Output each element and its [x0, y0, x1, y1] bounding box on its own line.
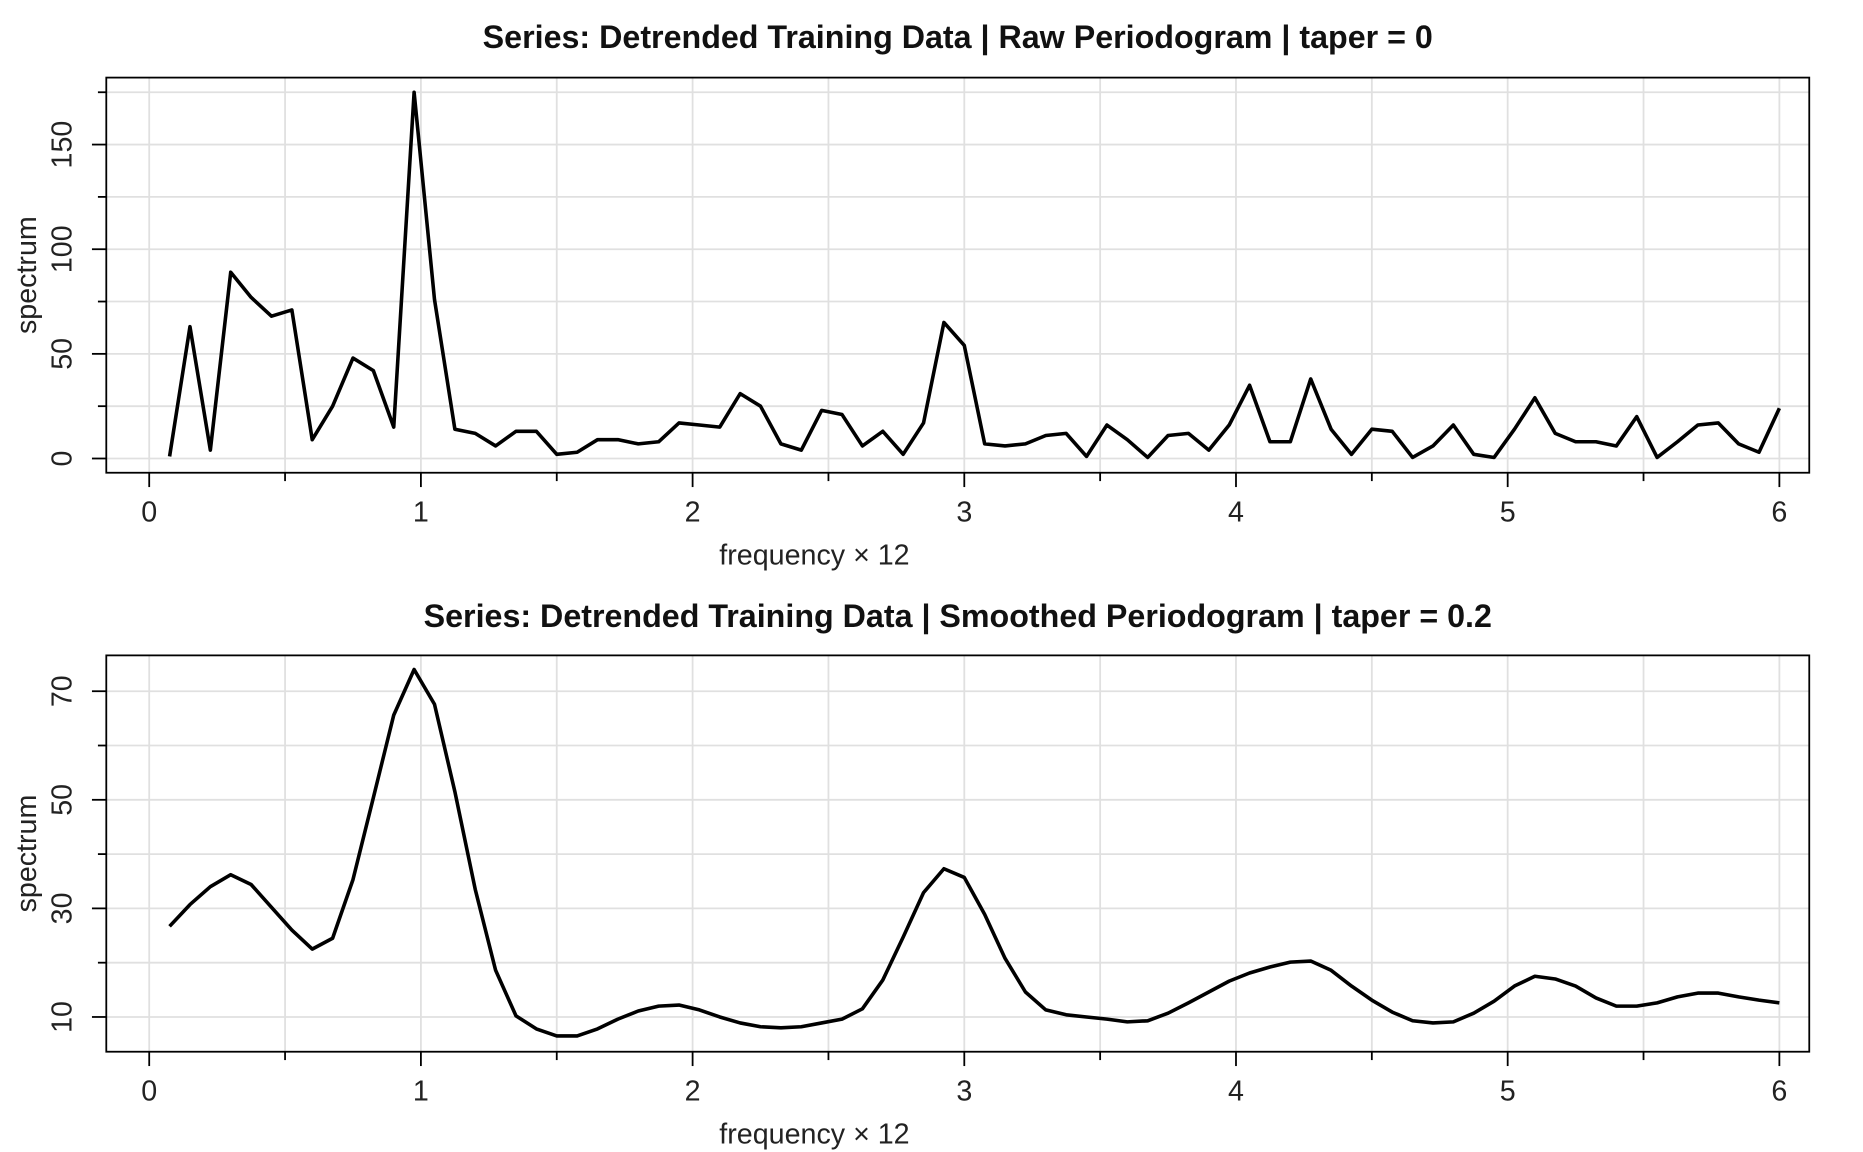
y-tick-label: 150: [47, 121, 79, 169]
x-tick-label: 4: [1228, 497, 1244, 529]
x-axis-label: frequency × 12: [719, 540, 909, 572]
y-axis-label: spectrum: [11, 216, 43, 334]
y-tick-label: 0: [47, 451, 79, 467]
spectrum-line: [167, 90, 1781, 460]
y-tick-label: 30: [47, 892, 79, 924]
plot-frame: [105, 76, 1811, 474]
x-tick-label: 6: [1771, 497, 1787, 529]
chart-title: Series: Detrended Training Data | Raw Pe…: [483, 19, 1433, 55]
panel: Series: Detrended Training Data | Raw Pe…: [11, 19, 1811, 572]
x-tick-label: 3: [956, 1076, 972, 1108]
y-tick-label: 50: [47, 338, 79, 370]
y-tick-label: 100: [47, 225, 79, 273]
spectrum-line: [168, 667, 1780, 1038]
x-tick-label: 1: [413, 1076, 429, 1108]
x-tick-label: 1: [413, 497, 429, 529]
x-tick-label: 0: [141, 497, 157, 529]
x-tick-label: 6: [1771, 1076, 1787, 1108]
x-tick-label: 0: [141, 1076, 157, 1108]
y-tick-label: 70: [47, 675, 79, 707]
y-tick-label: 10: [47, 1001, 79, 1033]
x-tick-label: 3: [956, 497, 972, 529]
x-axis-label: frequency × 12: [719, 1119, 909, 1151]
x-tick-label: 5: [1500, 1076, 1516, 1108]
chart-title: Series: Detrended Training Data | Smooth…: [424, 598, 1492, 634]
x-tick-label: 5: [1500, 497, 1516, 529]
panel: Series: Detrended Training Data | Smooth…: [11, 598, 1811, 1151]
x-tick-label: 2: [685, 497, 701, 529]
y-tick-label: 50: [47, 784, 79, 816]
x-tick-label: 4: [1228, 1076, 1244, 1108]
x-tick-label: 2: [685, 1076, 701, 1108]
y-axis-label: spectrum: [11, 795, 43, 913]
